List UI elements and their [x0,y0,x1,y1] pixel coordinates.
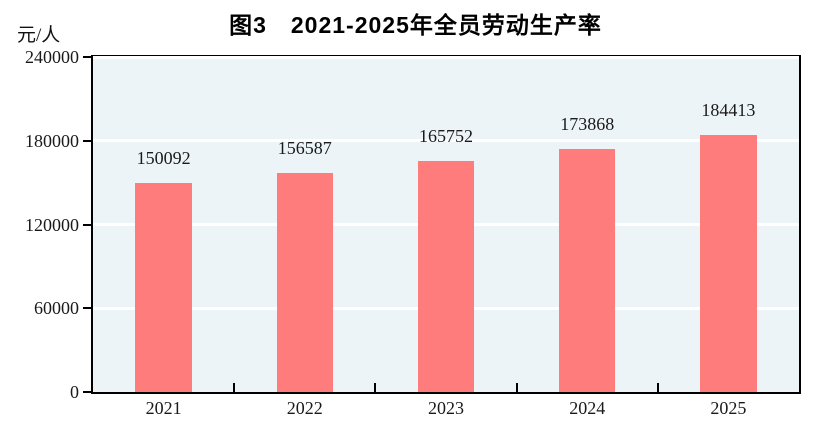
y-axis-label: 60000 [34,298,79,319]
y-axis-unit-label: 元/人 [17,25,61,46]
bar-value-label: 150092 [136,147,191,168]
bar-value-label: 156587 [277,138,332,159]
y-axis-label: 180000 [25,130,79,151]
x-axis-label: 2021 [145,398,182,418]
plot-area: 150092 156587 165752 173868 184413 [91,55,801,394]
bar [558,149,616,392]
bar-value-label: 165752 [419,125,473,146]
x-axis-label: 2022 [286,398,323,418]
y-axis-tick [83,56,91,58]
gridline [93,55,799,59]
chart-title: 图3 2021-2025年全员劳动生产率 [229,12,602,38]
x-axis-tick [656,383,659,392]
y-axis-tick [83,223,91,226]
y-axis-label: 240000 [25,47,79,67]
gridline [93,139,799,143]
y-axis-label: 0 [70,382,79,402]
bar [276,173,334,392]
y-axis-label: 120000 [25,214,79,235]
bar-value-label: 173868 [560,114,615,135]
x-axis-label: 2025 [710,398,747,418]
x-axis-tick [374,383,377,392]
bar-value-label: 184413 [701,99,756,120]
x-axis-label: 2024 [569,398,606,418]
y-axis-tick [83,391,91,393]
x-axis-tick [515,383,518,392]
x-axis-tick [233,383,236,392]
bar [417,160,475,392]
x-axis-label: 2023 [428,398,464,418]
y-axis-tick [83,139,91,142]
bar [135,182,192,392]
bar [700,134,757,392]
y-axis-tick [83,307,91,310]
